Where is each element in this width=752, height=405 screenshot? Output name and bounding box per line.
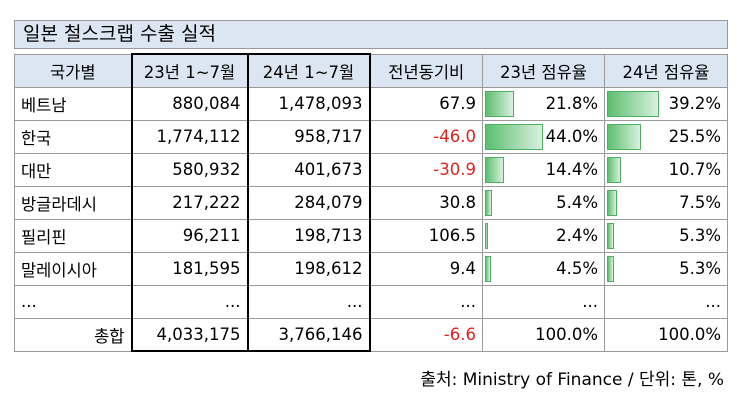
col-header-23: 23년 1~7월	[130, 53, 249, 88]
share-value: 25.5%	[668, 127, 721, 146]
share-value: 10.7%	[668, 160, 721, 179]
ellipsis-cell: ...	[246, 284, 371, 319]
table-row: 대만 580,932 401,673 -30.9 14.4% 10.7%	[14, 152, 728, 187]
share-bar	[485, 189, 493, 216]
share-bar	[607, 222, 614, 249]
yoy-cell: -30.9	[369, 152, 483, 187]
share-bar	[485, 123, 543, 150]
yoy-cell: 106.5	[369, 218, 483, 253]
share23-cell: 2.4%	[482, 218, 605, 253]
table-row: 베트남 880,084 1,478,093 67.9 21.8% 39.2%	[14, 86, 728, 121]
share24-cell: 5.3%	[604, 251, 728, 286]
share-value: 14.4%	[545, 160, 598, 179]
export-24-cell: 198,713	[246, 218, 371, 253]
total-label: 총합	[14, 317, 132, 352]
yoy-cell: -46.0	[369, 119, 483, 154]
total-yoy-cell: -6.6	[369, 317, 483, 352]
country-cell: 말레이시아	[14, 251, 132, 286]
share-bar	[485, 222, 489, 249]
yoy-cell: 67.9	[369, 86, 483, 121]
country-cell: 한국	[14, 119, 132, 154]
share23-cell: 44.0%	[482, 119, 605, 154]
export-24-cell: 401,673	[246, 152, 371, 187]
share-value: 2.4%	[556, 226, 598, 245]
country-cell: 방글라데시	[14, 185, 132, 220]
header-row: 국가별 23년 1~7월 24년 1~7월 전년동기비 23년 점유율 24년 …	[14, 53, 728, 88]
source-note: 출처: Ministry of Finance / 단위: 톤, %	[420, 370, 724, 390]
share23-cell: 21.8%	[482, 86, 605, 121]
ellipsis-cell: ...	[369, 284, 483, 319]
share23-cell: 5.4%	[482, 185, 605, 220]
share23-cell: 14.4%	[482, 152, 605, 187]
share-value: 7.5%	[679, 193, 721, 212]
export-23-cell: 880,084	[130, 86, 249, 121]
share24-cell: 5.3%	[604, 218, 728, 253]
ellipsis-cell: ...	[130, 284, 249, 319]
col-header-yoy: 전년동기비	[369, 53, 483, 88]
export-24-cell: 1,478,093	[246, 86, 371, 121]
total-share23-cell: 100.0%	[482, 317, 605, 352]
share-bar	[607, 255, 614, 282]
total-24-cell: 3,766,146	[246, 317, 371, 352]
total-row: 총합 4,033,175 3,766,146 -6.6 100.0% 100.0%	[14, 317, 728, 352]
share24-cell: 10.7%	[604, 152, 728, 187]
export-24-cell: 958,717	[246, 119, 371, 154]
share-bar	[485, 156, 504, 183]
ellipsis-cell: ...	[14, 284, 132, 319]
export-23-cell: 96,211	[130, 218, 249, 253]
table-row: 방글라데시 217,222 284,079 30.8 5.4% 7.5%	[14, 185, 728, 220]
share-value: 5.3%	[679, 259, 721, 278]
export-table: 국가별 23년 1~7월 24년 1~7월 전년동기비 23년 점유율 24년 …	[14, 53, 728, 352]
share24-cell: 7.5%	[604, 185, 728, 220]
share-value: 5.4%	[556, 193, 598, 212]
table-title: 일본 철스크랩 수출 실적	[14, 20, 728, 49]
share-value: 44.0%	[545, 127, 598, 146]
table-row: 한국 1,774,112 958,717 -46.0 44.0% 25.5%	[14, 119, 728, 154]
share-bar	[485, 255, 491, 282]
share24-cell: 25.5%	[604, 119, 728, 154]
yoy-cell: 9.4	[369, 251, 483, 286]
export-23-cell: 580,932	[130, 152, 249, 187]
total-23-cell: 4,033,175	[130, 317, 249, 352]
country-cell: 대만	[14, 152, 132, 187]
share-bar	[485, 90, 514, 117]
share-bar	[607, 189, 617, 216]
country-cell: 베트남	[14, 86, 132, 121]
country-cell: 필리핀	[14, 218, 132, 253]
ellipsis-cell: ...	[604, 284, 728, 319]
export-23-cell: 1,774,112	[130, 119, 249, 154]
share-bar	[607, 90, 659, 117]
total-share24-cell: 100.0%	[604, 317, 728, 352]
share24-cell: 39.2%	[604, 86, 728, 121]
export-24-cell: 198,612	[246, 251, 371, 286]
col-header-share24: 24년 점유율	[604, 53, 728, 88]
share-value: 4.5%	[556, 259, 598, 278]
table-row: 필리핀 96,211 198,713 106.5 2.4% 5.3%	[14, 218, 728, 253]
table-row: 말레이시아 181,595 198,612 9.4 4.5% 5.3%	[14, 251, 728, 286]
col-header-country: 국가별	[14, 53, 132, 88]
share-bar	[607, 156, 622, 183]
share-value: 21.8%	[545, 94, 598, 113]
col-header-share23: 23년 점유율	[482, 53, 605, 88]
share-value: 39.2%	[668, 94, 721, 113]
export-23-cell: 217,222	[130, 185, 249, 220]
col-header-24: 24년 1~7월	[246, 53, 371, 88]
share-bar	[607, 123, 641, 150]
ellipsis-row: ..................	[14, 284, 728, 319]
yoy-cell: 30.8	[369, 185, 483, 220]
share-value: 5.3%	[679, 226, 721, 245]
share23-cell: 4.5%	[482, 251, 605, 286]
ellipsis-cell: ...	[482, 284, 605, 319]
export-24-cell: 284,079	[246, 185, 371, 220]
export-23-cell: 181,595	[130, 251, 249, 286]
